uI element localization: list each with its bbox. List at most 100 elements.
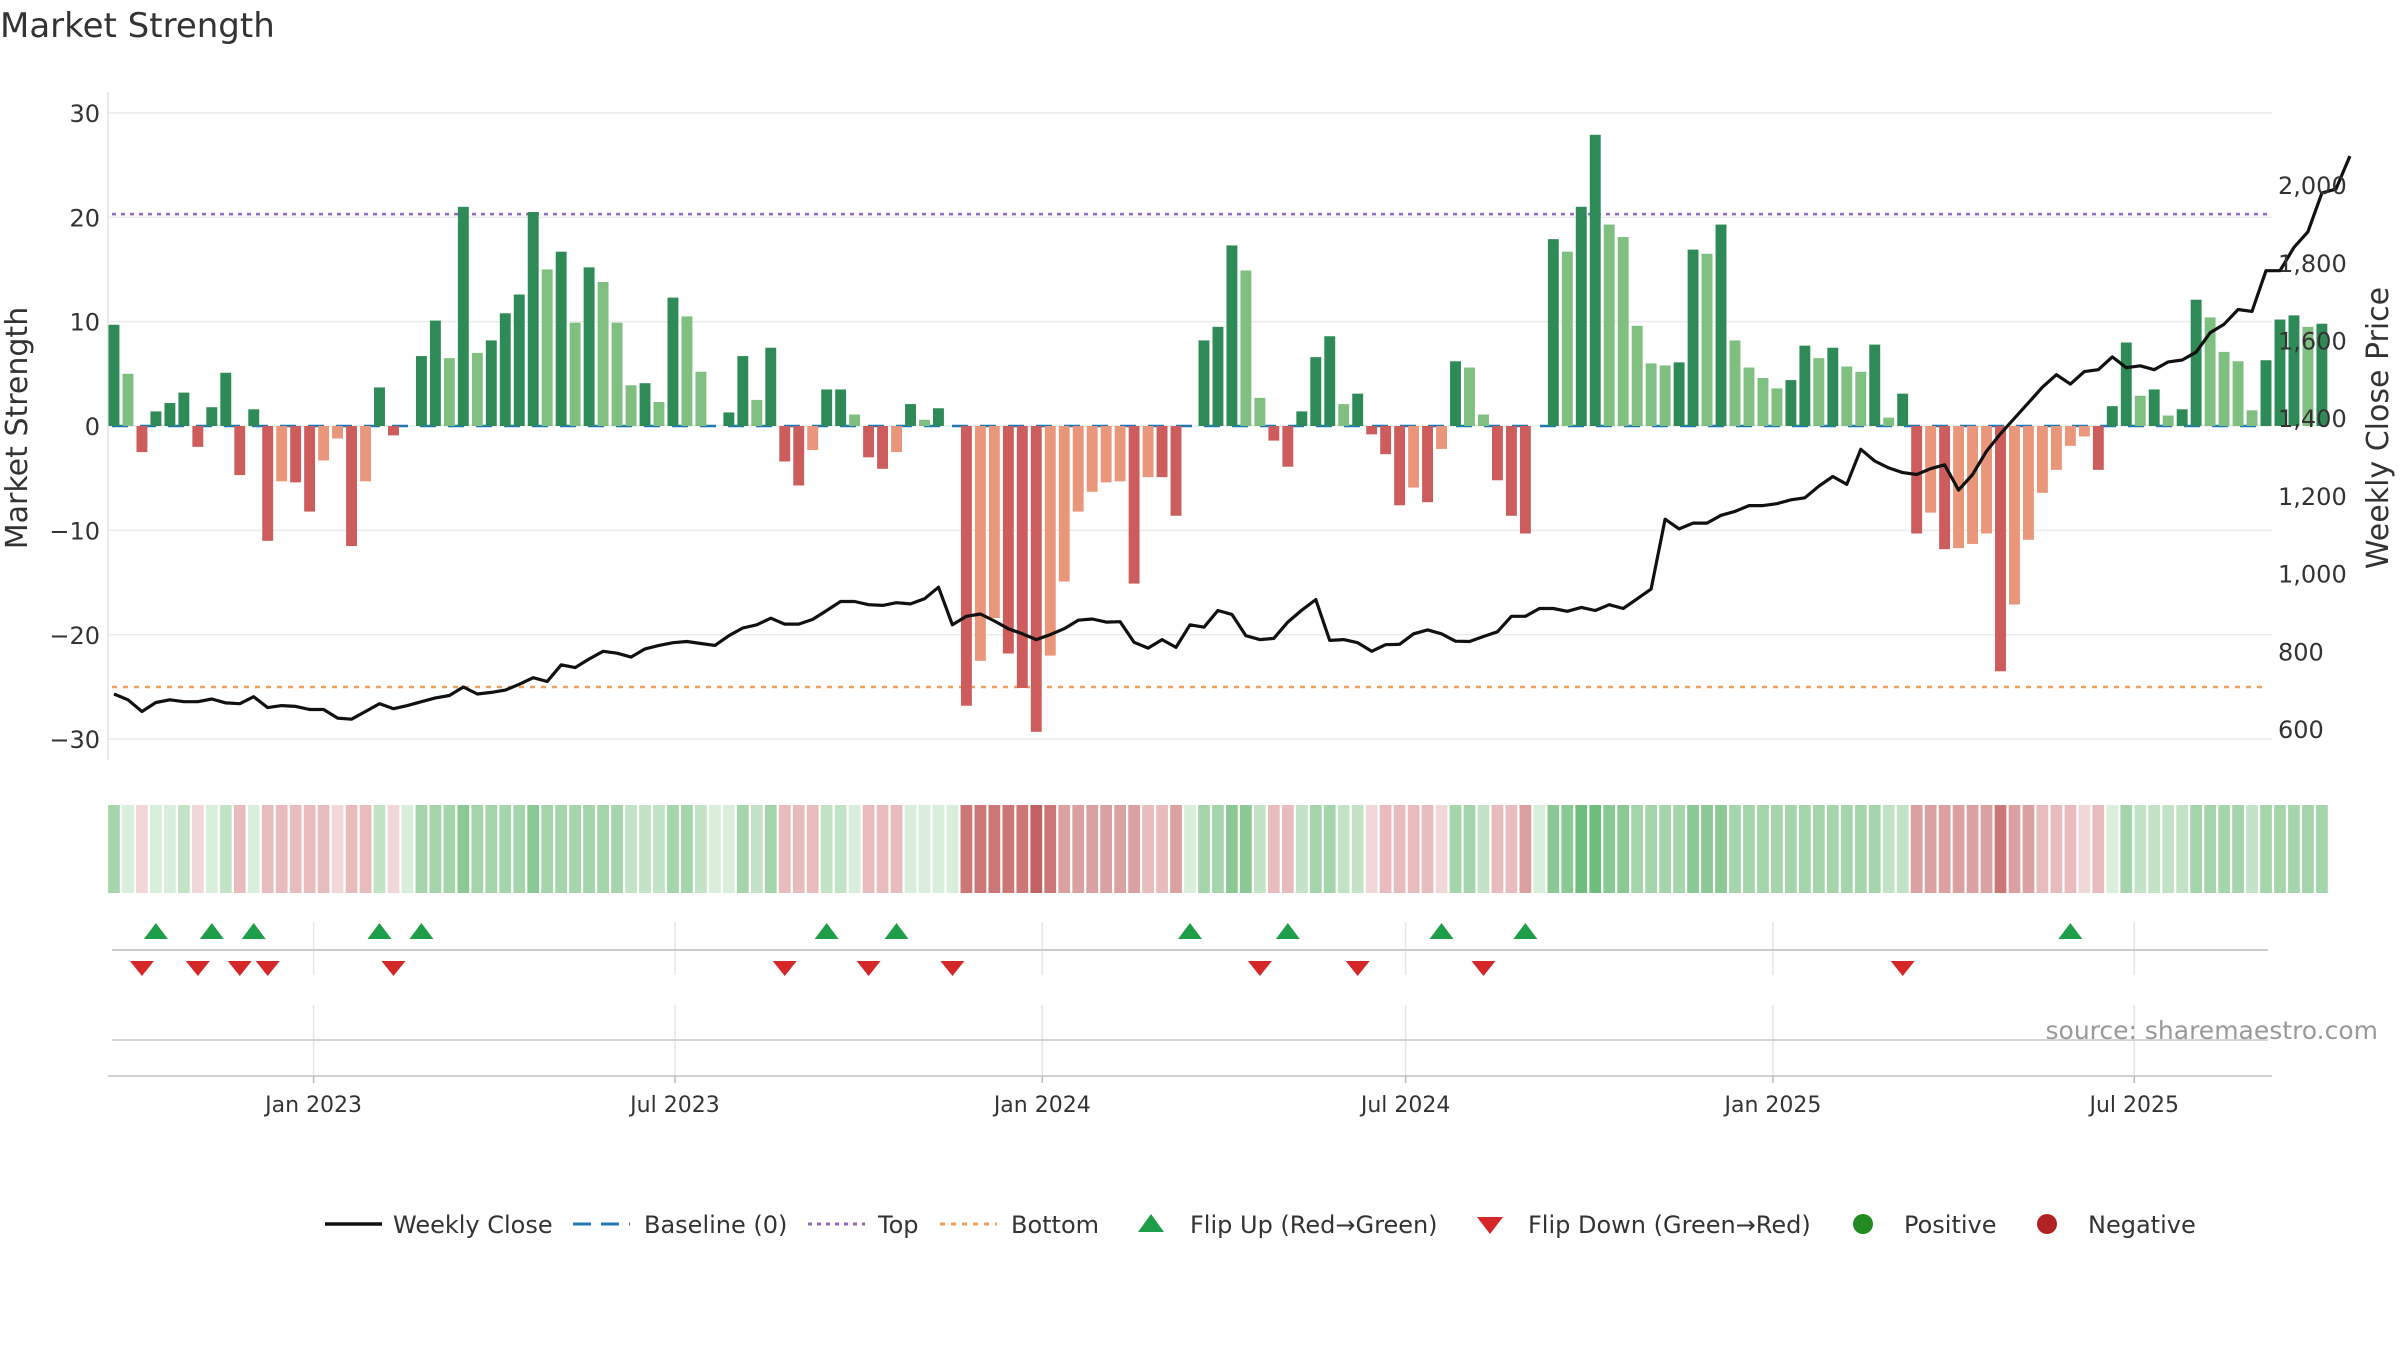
heat-cell	[1743, 805, 1755, 893]
strength-bar	[1324, 336, 1336, 426]
strength-bar	[555, 251, 567, 426]
heat-cell	[1854, 805, 1867, 893]
strength-bar	[1296, 411, 1308, 426]
legend-positive-swatch	[1853, 1214, 1873, 1234]
legend-label: Flip Up (Red→Green)	[1190, 1211, 1438, 1239]
strength-bar	[681, 316, 693, 426]
strength-bar	[974, 426, 986, 661]
flip-down-marker	[940, 961, 965, 976]
reference-lines	[112, 212, 2268, 689]
strength-bar	[919, 419, 930, 426]
heat-cell	[1030, 805, 1043, 893]
strength-bar	[2302, 326, 2314, 426]
strength-bar	[793, 426, 805, 486]
heat-cell	[513, 805, 526, 893]
heat-cell	[1798, 805, 1811, 893]
strength-bar	[695, 371, 707, 426]
strength-bar	[1659, 365, 1671, 426]
strength-bar	[1352, 393, 1364, 426]
legend-label: Flip Down (Green→Red)	[1528, 1211, 1811, 1239]
strength-bar	[1743, 367, 1755, 426]
strength-bar	[2162, 415, 2174, 426]
strength-bar	[164, 403, 176, 426]
heat-cell	[485, 805, 498, 893]
strength-bar	[360, 426, 371, 482]
legend-label: Top	[877, 1211, 919, 1239]
flip-down-marker	[185, 961, 210, 976]
strength-bar	[807, 426, 819, 451]
heat-cell	[1226, 805, 1238, 893]
strength-bar	[1170, 426, 1182, 516]
strength-bar	[1380, 426, 1392, 455]
heat-cell	[317, 805, 330, 893]
heat-cell	[219, 805, 232, 893]
strength-bar	[290, 426, 302, 483]
strength-bar	[1240, 270, 1252, 426]
x-axis: Jan 2023 Jul 2023 Jan 2024 Jul 2024 Jan 2025…	[263, 1076, 2179, 1118]
strength-heat-strip	[108, 805, 2328, 893]
heat-cell	[597, 805, 609, 893]
heat-cell	[1281, 805, 1294, 893]
flip-up-marker	[1178, 923, 1202, 939]
legend-label: Weekly Close	[393, 1211, 553, 1239]
heat-cell	[443, 805, 456, 893]
strength-bar	[933, 408, 944, 426]
strength-bar	[1883, 417, 1895, 426]
heat-cell	[1351, 805, 1364, 893]
left-tick-label: −10	[49, 517, 100, 545]
strength-bar	[1030, 426, 1042, 732]
strength-bar	[1799, 345, 1811, 426]
heat-cell	[108, 805, 120, 893]
heat-cell	[1254, 805, 1266, 893]
heat-cell	[1379, 805, 1392, 893]
strength-bar	[737, 356, 749, 426]
strength-bar	[122, 373, 134, 426]
strength-bar	[1869, 344, 1881, 426]
heat-cell	[1295, 805, 1308, 893]
heat-cell	[960, 805, 973, 893]
heat-cell	[792, 805, 805, 893]
strength-bar	[1813, 358, 1825, 426]
flip-down-marker	[227, 961, 252, 976]
strength-bar	[1408, 426, 1420, 488]
heat-cell	[653, 805, 665, 893]
strength-bar	[1198, 340, 1210, 426]
heat-cell	[1757, 805, 1769, 893]
strength-bar	[1450, 361, 1461, 426]
heat-cell	[1365, 805, 1378, 893]
heat-cell	[1212, 805, 1224, 893]
heat-cell	[2218, 805, 2230, 893]
heat-cell	[471, 805, 484, 893]
heat-cell	[457, 805, 470, 893]
flip-down-marker	[1890, 961, 1915, 976]
strength-bar	[2148, 389, 2160, 426]
strength-bar	[2246, 410, 2258, 426]
heat-cell	[205, 805, 218, 893]
left-tick-label: 20	[69, 204, 100, 232]
weekly-close-line	[113, 155, 2352, 721]
strength-bar	[1505, 426, 1517, 516]
heat-cell	[1938, 805, 1951, 893]
heat-cell	[1952, 805, 1965, 893]
heat-cell	[247, 805, 260, 893]
flip-up-marker	[884, 923, 909, 939]
right-axis-label: Weekly Close Price	[2361, 287, 2396, 569]
heat-cell	[555, 805, 568, 893]
strength-bar	[1072, 426, 1084, 512]
legend-label: Bottom	[1011, 1211, 1099, 1239]
strength-bar	[443, 358, 455, 426]
strength-bar	[332, 426, 344, 439]
x-tick-label: Jan 2023	[263, 1093, 362, 1118]
flip-down-marker	[856, 961, 881, 976]
heat-cell	[778, 805, 791, 893]
heat-cell	[541, 805, 554, 893]
heat-cell	[429, 805, 442, 893]
strength-bar	[1100, 426, 1112, 483]
heat-cell	[1980, 805, 1993, 893]
strength-bar	[1841, 366, 1853, 426]
heat-cell	[1910, 805, 1923, 893]
strength-bar	[611, 322, 623, 426]
strength-bar	[1911, 426, 1923, 534]
strength-bar	[415, 356, 427, 426]
heat-cell	[527, 805, 540, 893]
